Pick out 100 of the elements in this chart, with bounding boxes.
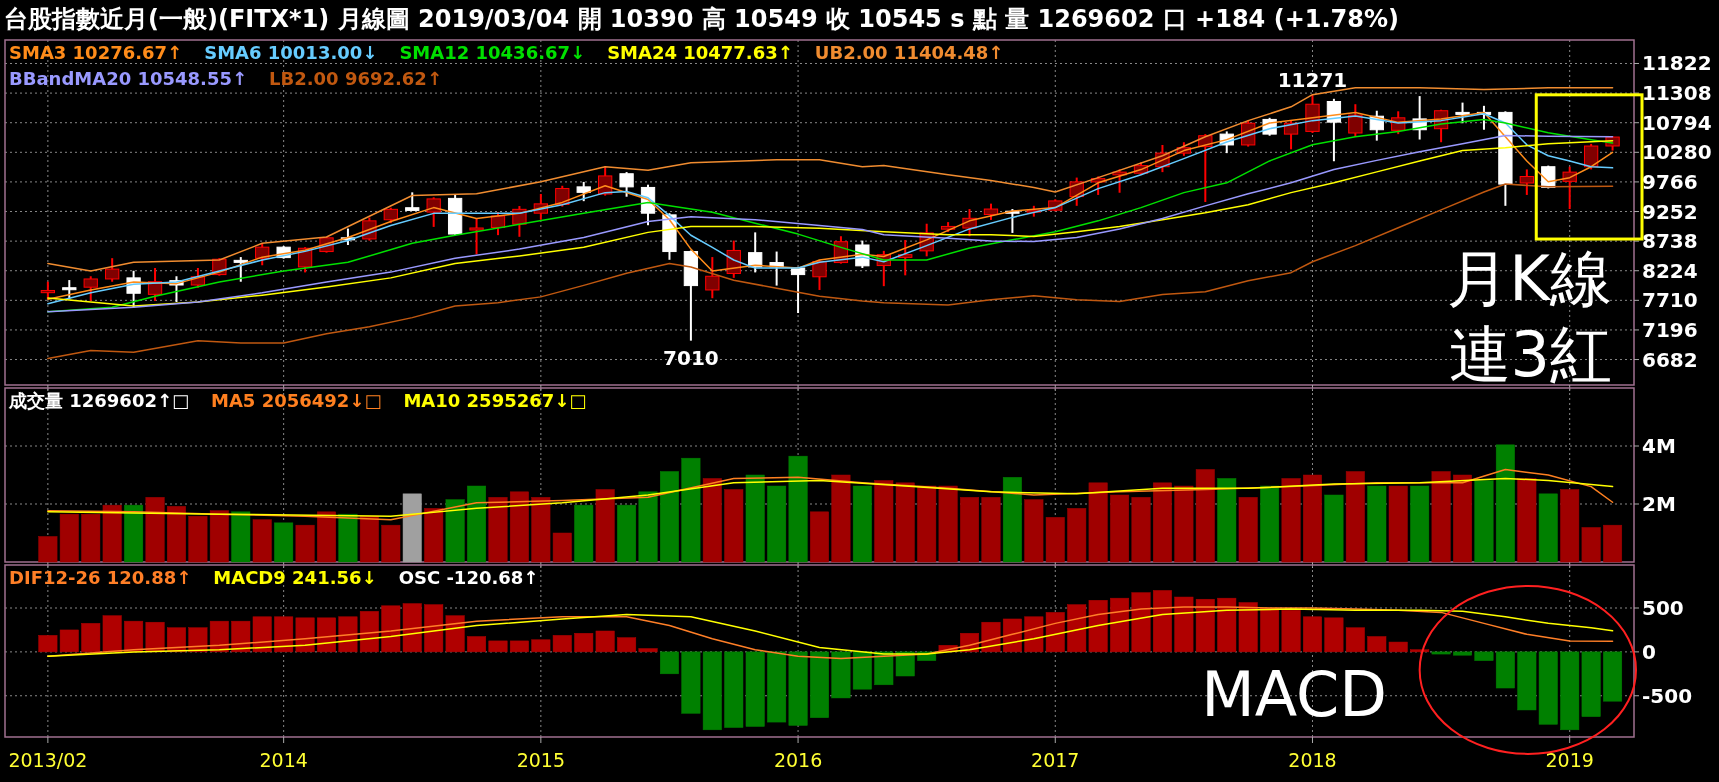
candlestick [233,256,248,283]
candlestick [1348,103,1363,138]
bar [445,499,465,563]
bar [402,493,422,563]
x-tick-label: 2015 [516,749,566,771]
text: MA5 2056492↓□ [211,390,382,411]
bar [509,491,529,563]
bar [231,511,251,563]
text: UB2.00 11404.48↑ [814,42,1004,63]
bar [1131,592,1151,653]
bar [381,524,401,563]
bar [617,637,637,653]
annotation: MACD [1201,658,1387,731]
bar [981,497,1001,563]
y-tick-label: 8738 [1642,229,1698,254]
bar [274,522,294,563]
line-series [47,477,1614,517]
y-tick-label: 0 [1642,639,1656,664]
bar [1002,618,1022,653]
candlestick [619,171,634,198]
candlestick [469,217,484,256]
bar [659,651,679,675]
text: SMA24 10477.63↑ [607,42,793,63]
bar [145,621,165,653]
bar [788,651,808,726]
bar [467,485,487,563]
annotation: 成交量 1269602↑□ [8,390,190,411]
bar [1303,474,1322,563]
candlestick [1455,101,1470,125]
bar [359,515,379,563]
bar [1410,485,1430,563]
bar [1431,651,1451,655]
bar [960,497,980,563]
x-tick-label: 2014 [259,749,308,771]
bar [595,489,615,563]
bar [1281,478,1301,563]
bar [659,471,679,563]
bar [1603,524,1623,563]
bar [338,513,358,563]
candlestick [1519,168,1534,196]
candlestick [426,196,441,228]
y-tick-label: 10794 [1642,110,1712,135]
bar [1603,651,1623,702]
text: SMA3 10276.67↑ [9,42,183,63]
bar [338,616,358,653]
annotation: 11271 [1277,68,1348,93]
bar [831,651,851,699]
bar [1303,616,1322,653]
y-tick-label: 8224 [1642,258,1698,283]
x-tick-label: 2016 [773,749,823,771]
bar [1238,497,1258,563]
bar [745,474,765,563]
y-tick-label: 500 [1642,596,1684,620]
text: LB2.00 9692.62↑ [269,68,442,89]
bar [574,504,594,563]
bar [1495,444,1515,563]
x-tick-label: 2013/02 [8,749,88,771]
text: MA10 2595267↓□ [403,390,587,411]
text: SMA6 10013.00↓ [204,42,378,63]
candlestick [105,257,120,283]
bar [1388,485,1408,563]
bar [1453,474,1472,563]
bar [1002,477,1022,563]
bar [1260,607,1280,653]
bar [488,640,508,653]
annotation: 7010 [663,345,719,370]
bar [788,455,808,563]
bar [681,457,701,563]
series-label: OSC -120.68↑ [398,567,539,588]
bar [317,617,336,653]
bar [767,485,787,563]
bar [124,620,144,653]
bar [509,640,529,653]
candlestick [576,180,591,203]
bar [1517,478,1537,563]
y-tick-label: 9252 [1642,199,1698,224]
y-tick-label: 7710 [1642,288,1698,313]
candlestick [898,239,913,277]
candlestick [62,279,77,301]
bar [638,491,658,563]
y-tick-label: 2M [1642,492,1676,516]
bar [1474,651,1494,661]
bar [852,485,872,563]
bar [702,478,722,563]
bar [724,489,744,563]
x-tick-label: 2019 [1545,749,1594,771]
y-tick-label: 11308 [1642,81,1712,106]
bar [1431,471,1451,563]
bar [638,648,658,653]
bar [852,651,872,690]
x-tick-label: 2017 [1031,749,1080,771]
y-tick-label: 4M [1642,434,1676,458]
bar [810,511,829,563]
text: DIF12-26 120.88↑ [9,567,192,588]
bar [1367,485,1387,563]
text: SMA12 10436.67↓ [399,42,586,63]
bar [252,519,272,563]
bar [831,474,851,563]
y-tick-label: 7196 [1642,317,1698,342]
bar [1152,482,1172,563]
